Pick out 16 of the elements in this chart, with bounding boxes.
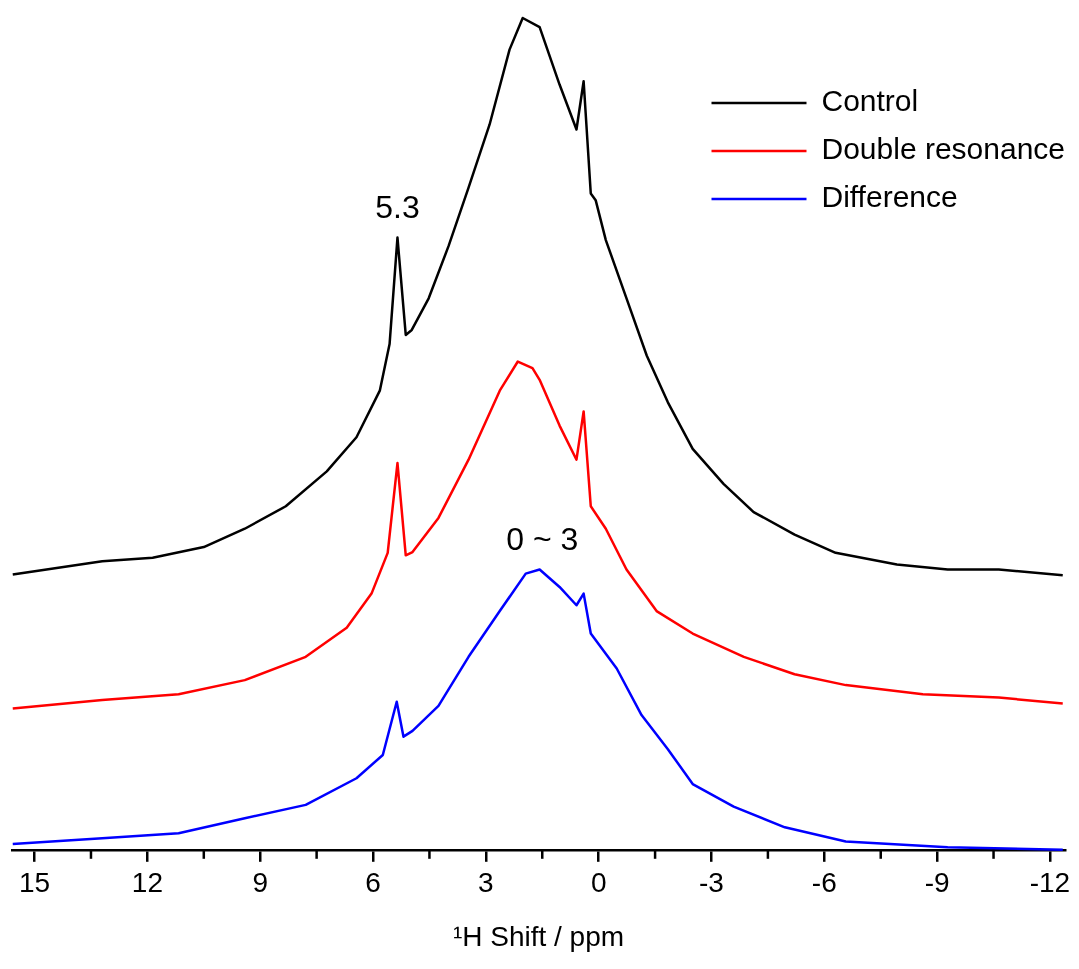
legend-label: Difference	[821, 180, 958, 214]
x-axis-title: ¹H Shift / ppm	[452, 920, 625, 952]
x-tick-label: -9	[924, 867, 950, 899]
x-tick-label: 3	[478, 867, 494, 899]
x-tick-label: -6	[811, 867, 837, 899]
annotation: 0 ~ 3	[506, 521, 579, 558]
legend-label: Control	[821, 84, 919, 118]
x-tick-label: 9	[252, 867, 268, 899]
x-tick-label: -12	[1029, 867, 1071, 899]
annotation: 5.3	[375, 189, 420, 226]
x-tick-label: -3	[699, 867, 724, 899]
x-tick-label: 12	[131, 867, 163, 899]
x-tick-label: 0	[590, 867, 607, 899]
x-tick-label: 15	[18, 867, 51, 899]
legend-label: Double resonance	[821, 132, 1066, 166]
x-tick-label: 6	[365, 867, 381, 899]
